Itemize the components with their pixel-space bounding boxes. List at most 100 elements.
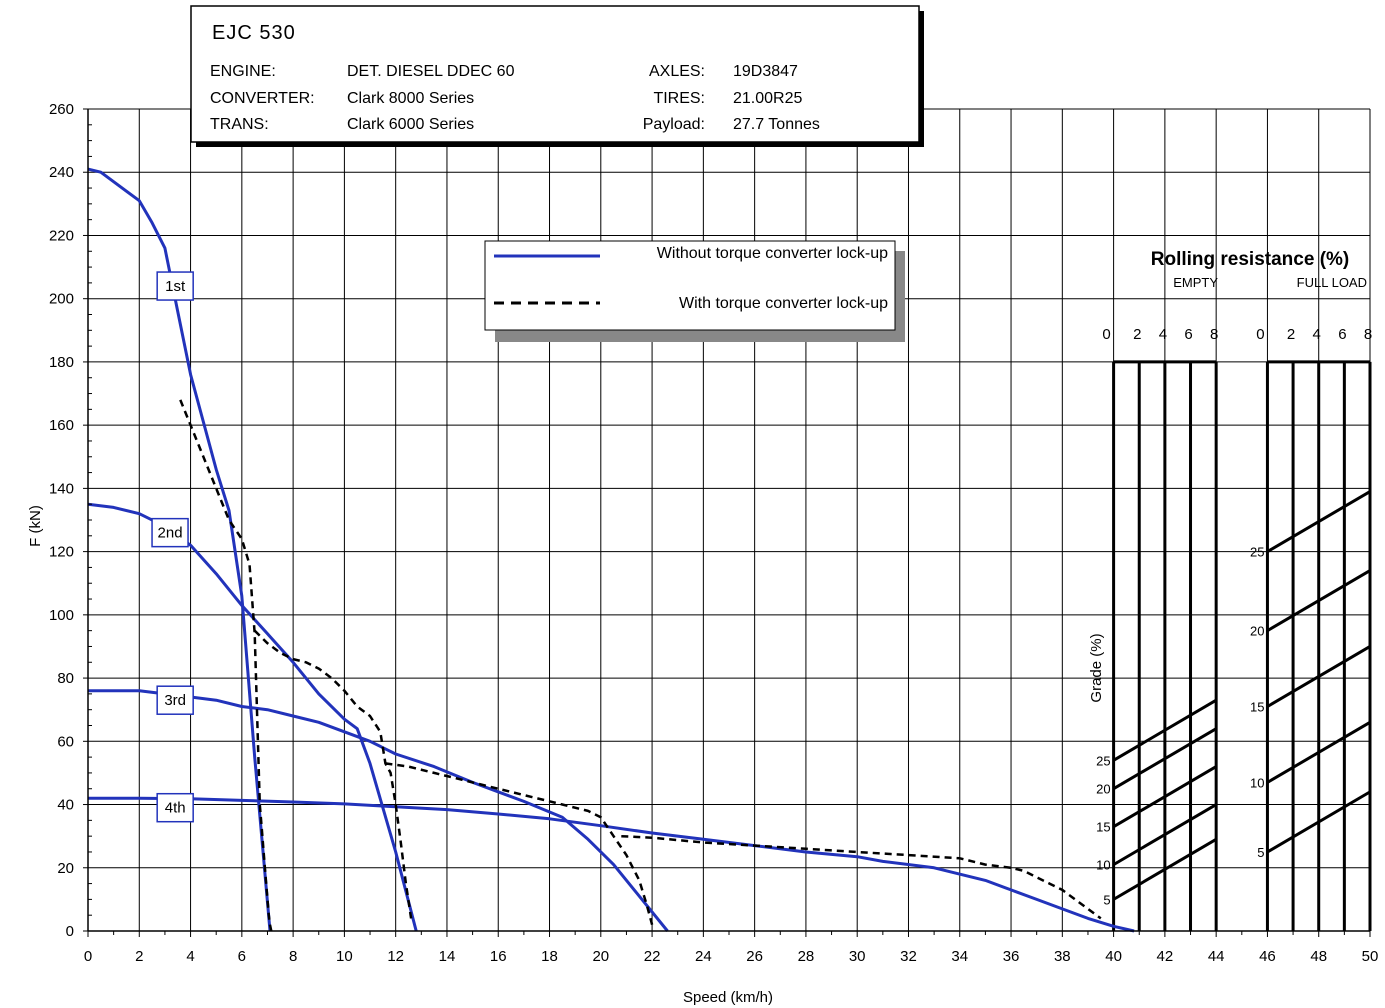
grade-line-empty xyxy=(1112,803,1217,866)
info-row-0-value: DET. DIESEL DDEC 60 xyxy=(347,63,515,80)
panel-scale-label: 6 xyxy=(1184,326,1192,343)
legend: Without torque converter lock-up With to… xyxy=(484,240,905,342)
x-tick-label: 0 xyxy=(84,948,92,965)
series-solid-1 xyxy=(87,502,418,932)
x-tick-label: 48 xyxy=(1310,948,1327,965)
panel-scale-label: 6 xyxy=(1338,326,1346,343)
x-tick-label: 50 xyxy=(1362,948,1379,965)
info-row-1-label2: TIRES: xyxy=(653,90,705,107)
grade-label-empty: 5 xyxy=(1103,892,1110,907)
info-row-1-value: Clark 8000 Series xyxy=(347,90,474,107)
y-tick-label: 140 xyxy=(49,480,74,497)
y-tick-label: 120 xyxy=(49,544,74,561)
grade-line-full xyxy=(1266,490,1371,553)
gear-label-box xyxy=(156,685,194,715)
y-tick-label: 180 xyxy=(49,354,74,371)
x-tick-label: 18 xyxy=(541,948,558,965)
gear-labels: 1st 2nd 3rd 4th xyxy=(151,271,194,823)
gear-label: 2nd xyxy=(158,525,183,542)
x-tick-label: 8 xyxy=(289,948,297,965)
y-tick-label: 260 xyxy=(49,101,74,118)
x-tick-label: 44 xyxy=(1208,948,1225,965)
x-tick-label: 24 xyxy=(695,948,712,965)
info-box: EJC 530 ENGINE: DET. DIESEL DDEC 60 AXLE… xyxy=(190,5,924,147)
x-tick-label: 34 xyxy=(951,948,968,965)
grade-line-empty xyxy=(1112,727,1217,791)
x-tick-label: 22 xyxy=(644,948,661,965)
grade-label-empty: 20 xyxy=(1096,782,1110,797)
grade-line-empty xyxy=(1112,765,1217,828)
info-row-2-value: Clark 6000 Series xyxy=(347,116,474,133)
info-row-0-label2: AXLES: xyxy=(649,63,705,80)
gear-label-box xyxy=(151,517,189,548)
x-tick-label: 16 xyxy=(490,948,507,965)
grade-line-full xyxy=(1266,569,1371,632)
x-tick-label: 6 xyxy=(238,948,246,965)
y-tick-label: 200 xyxy=(49,291,74,308)
grade-line-full xyxy=(1266,645,1371,708)
series-dashed-5 xyxy=(253,629,413,919)
y-tick-label: 80 xyxy=(57,670,74,687)
y-tick-label: 0 xyxy=(66,923,74,940)
x-tick-label: 10 xyxy=(336,948,353,965)
panel-title: Rolling resistance (%) xyxy=(1151,249,1350,270)
x-axis-label: Speed (km/h) xyxy=(683,989,773,1006)
grade-label-full: 15 xyxy=(1250,700,1264,715)
grade-label-full: 5 xyxy=(1257,845,1264,860)
series-dashed-6 xyxy=(385,762,654,926)
info-row-2-value2: 27.7 Tonnes xyxy=(733,116,820,133)
x-tick-label: 2 xyxy=(135,948,143,965)
grade-line-full xyxy=(1266,721,1371,784)
x-tick-label: 20 xyxy=(592,948,609,965)
grade-line-empty xyxy=(1112,698,1217,762)
grade-label-empty: 15 xyxy=(1096,820,1110,835)
grade-label-full: 20 xyxy=(1250,624,1264,639)
y-tick-label: 40 xyxy=(57,797,74,814)
series-solid-0 xyxy=(87,167,272,932)
x-tick-label: 30 xyxy=(849,948,866,965)
y-axis-label: F (kN) xyxy=(27,505,44,547)
grade-line-full xyxy=(1266,790,1371,854)
panel-scale-label: 2 xyxy=(1287,326,1295,343)
y-tick-label: 20 xyxy=(57,860,74,877)
y-tick-label: 220 xyxy=(49,227,74,244)
gear-label-box xyxy=(156,271,194,301)
panel-full-label: FULL LOAD xyxy=(1297,275,1367,290)
info-row-1-label: CONVERTER: xyxy=(210,90,315,107)
x-tick-label: 46 xyxy=(1259,948,1276,965)
legend-solid-label: Without torque converter lock-up xyxy=(657,245,888,262)
panel-scale-label: 8 xyxy=(1210,326,1218,343)
legend-dashed-label: With torque converter lock-up xyxy=(679,295,888,312)
grade-label-empty: 25 xyxy=(1096,753,1110,768)
panel-scale-label: 0 xyxy=(1256,326,1264,343)
series-dashed-4 xyxy=(179,399,273,932)
info-row-2-label: TRANS: xyxy=(210,116,269,133)
gear-label-box xyxy=(156,792,194,823)
y-tick-label: 240 xyxy=(49,164,74,181)
panel-scale-label: 8 xyxy=(1364,326,1372,343)
panel-scale-label: 4 xyxy=(1159,326,1167,343)
info-row-2-label2: Payload: xyxy=(643,116,705,133)
grade-label-full: 10 xyxy=(1250,775,1264,790)
panel-scale-label: 2 xyxy=(1133,326,1141,343)
x-tick-label: 28 xyxy=(798,948,815,965)
info-title: EJC 530 xyxy=(212,22,296,44)
x-tick-label: 26 xyxy=(746,948,763,965)
x-tick-label: 42 xyxy=(1157,948,1174,965)
x-tick-label: 38 xyxy=(1054,948,1071,965)
info-row-0-label: ENGINE: xyxy=(210,63,276,80)
y-tick-label: 160 xyxy=(49,417,74,434)
x-tick-label: 4 xyxy=(186,948,194,965)
gear-label: 4th xyxy=(165,800,186,817)
grade-label-full: 25 xyxy=(1250,545,1264,560)
series-dashed-7 xyxy=(621,834,1102,920)
panel-scale-label: 4 xyxy=(1313,326,1321,343)
gear-label: 3rd xyxy=(164,692,186,709)
grade-label-empty: 10 xyxy=(1096,858,1110,873)
info-row-1-value2: 21.00R25 xyxy=(733,90,802,107)
series-solid-3 xyxy=(88,796,1135,933)
x-tick-label: 36 xyxy=(1003,948,1020,965)
x-tick-label: 14 xyxy=(439,948,456,965)
